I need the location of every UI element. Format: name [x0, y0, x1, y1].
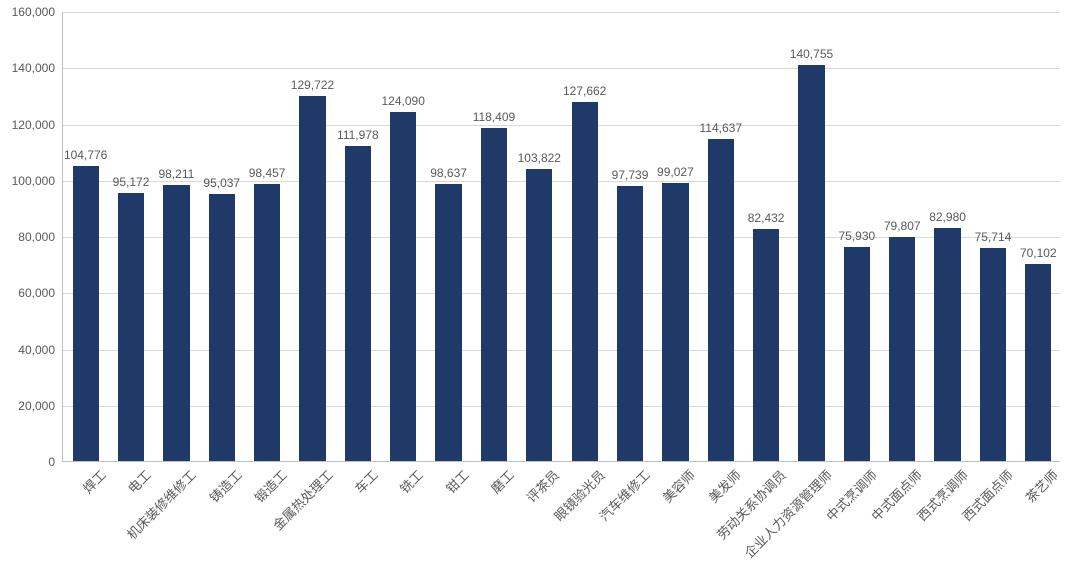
bar-value-label: 111,978	[337, 128, 379, 142]
y-tick-label: 140,000	[12, 61, 63, 75]
bar-value-label: 95,172	[113, 175, 150, 189]
x-tick-label: 焊工	[73, 461, 109, 497]
bar-value-label: 75,714	[975, 230, 1012, 244]
bar-value-label: 129,722	[291, 78, 334, 92]
bar: 75,930	[844, 247, 870, 461]
bar: 70,102	[1025, 264, 1051, 461]
y-tick-label: 100,000	[12, 174, 63, 188]
bar-chart: 0 20,000 40,000 60,000 80,000 100,000 120,000 1…	[0, 0, 1080, 580]
gridline	[63, 125, 1060, 126]
bar: 99,027	[662, 183, 688, 462]
bar: 98,211	[163, 185, 189, 461]
y-tick-label: 0	[48, 455, 63, 469]
bar: 95,172	[118, 193, 144, 461]
bar: 98,637	[435, 184, 461, 461]
bar-value-label: 118,409	[473, 110, 516, 124]
y-tick-label: 80,000	[18, 230, 63, 244]
bar-value-label: 103,822	[518, 151, 561, 165]
y-tick-label: 40,000	[18, 343, 63, 357]
bar: 103,822	[526, 169, 552, 461]
x-tick-label: 铸造工	[200, 461, 245, 506]
bar-value-label: 98,457	[249, 166, 286, 180]
bar-value-label: 79,807	[884, 219, 921, 233]
bar: 82,432	[753, 229, 779, 461]
bar: 97,739	[617, 186, 643, 461]
x-tick-label: 磨工	[482, 461, 518, 497]
bar: 82,980	[934, 228, 960, 461]
bar: 98,457	[254, 184, 280, 461]
gridline	[63, 68, 1060, 69]
bar: 124,090	[390, 112, 416, 461]
bar-value-label: 97,739	[612, 168, 649, 182]
bar-value-label: 114,637	[700, 121, 743, 135]
bar-value-label: 127,662	[563, 84, 606, 98]
y-tick-label: 20,000	[18, 399, 63, 413]
y-tick-label: 120,000	[12, 118, 63, 132]
bar: 111,978	[345, 146, 371, 461]
bar-value-label: 104,776	[64, 148, 107, 162]
bar: 75,714	[980, 248, 1006, 461]
bar: 104,776	[73, 166, 99, 461]
x-tick-label: 美容师	[654, 461, 699, 506]
gridline	[63, 12, 1060, 13]
bar: 95,037	[209, 194, 235, 461]
y-tick-label: 160,000	[12, 5, 63, 19]
bar: 114,637	[708, 139, 734, 461]
bar-value-label: 99,027	[657, 165, 694, 179]
bar-value-label: 124,090	[382, 94, 425, 108]
plot-area: 020,00040,00060,00080,000100,000120,0001…	[62, 12, 1060, 462]
bar: 129,722	[299, 96, 325, 461]
bar-value-label: 75,930	[838, 229, 875, 243]
bar-value-label: 140,755	[790, 47, 833, 61]
bar-value-label: 95,037	[203, 176, 240, 190]
bar-value-label: 98,211	[158, 167, 194, 181]
bar: 127,662	[572, 102, 598, 461]
y-tick-label: 60,000	[18, 286, 63, 300]
x-tick-label: 钳工	[436, 461, 472, 497]
x-tick-label: 茶艺师	[1017, 461, 1062, 506]
bar-value-label: 82,980	[929, 210, 966, 224]
bar-value-label: 70,102	[1020, 246, 1057, 260]
bar: 118,409	[481, 128, 507, 461]
x-tick-label: 电工	[119, 461, 155, 497]
x-tick-label: 铣工	[391, 461, 427, 497]
bar-value-label: 82,432	[748, 211, 785, 225]
bar: 79,807	[889, 237, 915, 461]
x-tick-label: 车工	[345, 461, 381, 497]
bar-value-label: 98,637	[430, 166, 467, 180]
bar: 140,755	[798, 65, 824, 461]
